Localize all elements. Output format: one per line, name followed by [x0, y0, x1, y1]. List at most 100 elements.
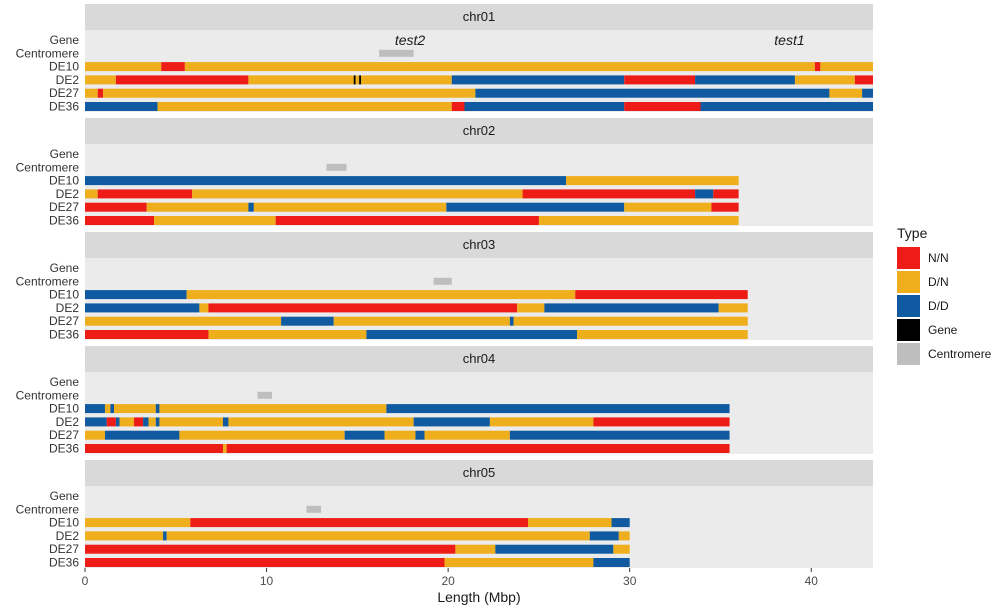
- segment-de36: [624, 102, 701, 111]
- segment-de27: [344, 430, 385, 440]
- row-label-de27: DE27: [49, 314, 79, 328]
- segment-de10: [184, 62, 815, 72]
- segment-de10: [104, 404, 111, 414]
- segment-de27: [253, 202, 447, 212]
- segment-de2: [353, 75, 356, 85]
- row-label-gene: Gene: [50, 33, 80, 47]
- segment-de2: [618, 531, 630, 541]
- segment-de2: [222, 417, 229, 427]
- segment-de2: [695, 189, 714, 199]
- x-tick-label: 30: [623, 574, 637, 588]
- segment-de27: [146, 202, 249, 212]
- row-label-de2: DE2: [56, 529, 80, 543]
- segment-de27: [829, 88, 863, 98]
- row-label-de27: DE27: [49, 86, 79, 100]
- segment-de2: [718, 303, 748, 313]
- centromere-mark: [257, 391, 273, 399]
- row-label-de10: DE10: [49, 60, 79, 74]
- panel-strip-label: chr02: [463, 123, 496, 138]
- row-label-de2: DE2: [56, 73, 80, 87]
- row-label-gene: Gene: [50, 489, 80, 503]
- x-tick-label: 20: [441, 574, 455, 588]
- row-label-centromere: Centromere: [16, 388, 80, 402]
- segment-de27: [862, 88, 873, 98]
- row-label-centromere: Centromere: [16, 46, 80, 60]
- panel-strip-label: chr03: [463, 237, 496, 252]
- segment-de2: [360, 75, 452, 85]
- segment-de2: [119, 417, 135, 427]
- segment-de10: [85, 518, 191, 528]
- centromere-mark: [306, 505, 322, 513]
- segment-de10: [190, 518, 529, 528]
- segment-de10: [611, 518, 630, 528]
- segment-de36: [444, 558, 594, 567]
- segment-de2: [115, 75, 249, 85]
- segment-de36: [226, 444, 730, 453]
- panel-strip: [85, 232, 873, 258]
- row-label-de36: DE36: [49, 214, 79, 228]
- segment-de27: [455, 544, 496, 554]
- segment-de2: [413, 417, 490, 427]
- gene-annotation: test2: [395, 32, 426, 48]
- segment-de27: [475, 88, 830, 98]
- segment-de36: [85, 444, 223, 453]
- segment-de10: [85, 404, 105, 414]
- segment-de2: [624, 75, 696, 85]
- x-tick-label: 0: [82, 574, 89, 588]
- row-label-de36: DE36: [49, 100, 79, 114]
- segment-de10: [820, 62, 873, 72]
- segment-de36: [538, 216, 739, 225]
- segment-de36: [222, 444, 227, 453]
- row-label-de2: DE2: [56, 415, 80, 429]
- row-label-de2: DE2: [56, 187, 80, 201]
- segment-de27: [711, 202, 739, 212]
- row-label-de10: DE10: [49, 174, 79, 188]
- segment-de2: [106, 417, 116, 427]
- row-label-de10: DE10: [49, 402, 79, 416]
- segment-de2: [794, 75, 855, 85]
- segment-de27: [424, 430, 510, 440]
- segment-de27: [97, 88, 104, 98]
- legend-swatch: [897, 343, 920, 365]
- segment-de10: [186, 290, 576, 300]
- segment-de10: [85, 176, 567, 186]
- segment-de2: [166, 531, 590, 541]
- panel-strip-label: chr01: [463, 9, 496, 24]
- segment-de27: [415, 430, 425, 440]
- row-label-gene: Gene: [50, 375, 80, 389]
- segment-de27: [103, 88, 476, 98]
- segment-de2: [85, 303, 200, 313]
- row-label-de2: DE2: [56, 301, 80, 315]
- segment-de36: [700, 102, 873, 111]
- segment-de10: [110, 404, 115, 414]
- panel-strip: [85, 118, 873, 144]
- segment-de27: [104, 430, 180, 440]
- segment-de36: [85, 102, 158, 111]
- segment-de36: [153, 216, 276, 225]
- segment-de27: [85, 202, 147, 212]
- segment-de27: [281, 316, 334, 326]
- legend-label: Centromere: [928, 347, 992, 361]
- segment-de2: [451, 75, 625, 85]
- segment-de36: [451, 102, 465, 111]
- legend-title: Type: [897, 225, 928, 241]
- segment-de2: [355, 75, 360, 85]
- segment-de10: [528, 518, 612, 528]
- row-label-gene: Gene: [50, 261, 80, 275]
- segment-de2: [489, 417, 594, 427]
- segment-de27: [495, 544, 614, 554]
- legend-label: Gene: [928, 323, 958, 337]
- segment-de2: [713, 189, 739, 199]
- segment-de2: [155, 417, 160, 427]
- segment-de2: [228, 417, 414, 427]
- x-tick-label: 10: [260, 574, 274, 588]
- centromere-mark: [433, 277, 452, 285]
- x-tick-label: 40: [805, 574, 819, 588]
